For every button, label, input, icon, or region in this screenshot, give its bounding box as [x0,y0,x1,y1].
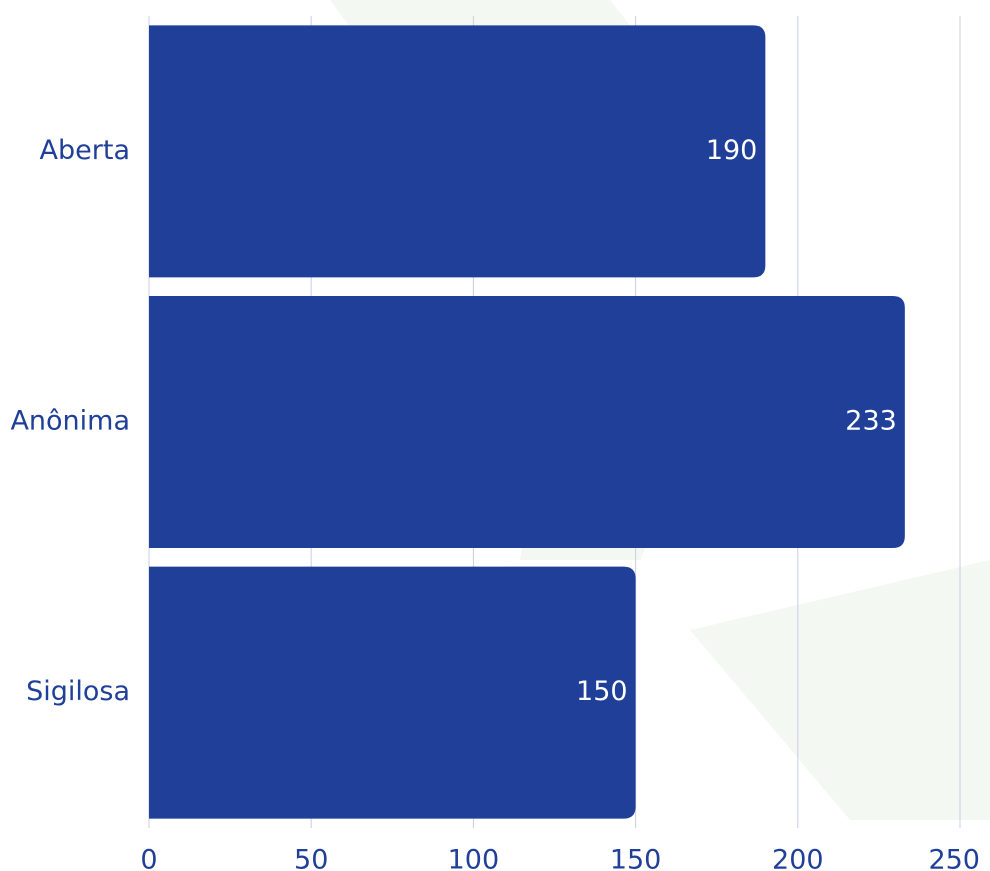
x-axis-ticks: 0 50 100 150 200 250 [140,845,980,871]
x-tick-label: 200 [772,845,824,871]
category-label: Anônima [10,406,130,437]
x-tick-label: 100 [448,845,500,871]
x-tick-label: 150 [610,845,662,871]
bars [149,25,905,819]
value-labels: 190 233 150 [576,135,897,707]
x-tick-label: 50 [294,845,328,871]
bar-anônima [149,296,905,548]
x-tick-label: 250 [928,845,980,871]
bar-aberta [149,25,766,278]
value-label: 190 [706,135,758,166]
x-tick-label: 0 [140,845,157,871]
category-label: Sigilosa [26,676,130,707]
value-label: 233 [845,406,897,437]
value-label: 150 [576,676,628,707]
category-labels: Aberta Anônima Sigilosa [10,135,130,707]
watermark-shape [690,560,990,820]
category-label: Aberta [40,135,130,166]
bar-sigilosa [149,566,636,819]
